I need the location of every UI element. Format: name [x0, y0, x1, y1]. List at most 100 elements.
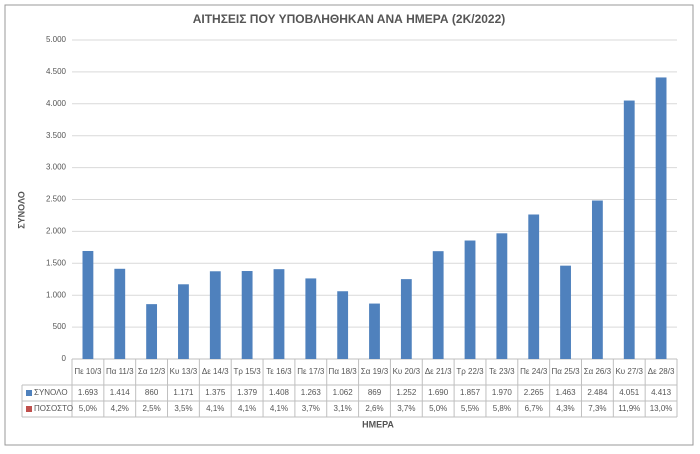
- bar: [209, 271, 221, 359]
- x-tick-label-box: Πα 11/3: [105, 367, 134, 376]
- legend-swatch: [26, 390, 32, 396]
- x-tick-label: Δε 14/3: [201, 367, 229, 376]
- bar: [369, 303, 380, 359]
- table-cell: 1.408: [269, 388, 290, 397]
- x-tick-label: Πα 11/3: [105, 367, 134, 376]
- x-tick-label-box: Τε 16/3: [266, 367, 292, 376]
- table-cell: 4,1%: [238, 404, 256, 413]
- table-cell: 1.375: [205, 388, 226, 397]
- table-cell: 1.690: [428, 388, 449, 397]
- table-cell: 5,8%: [493, 404, 511, 413]
- x-tick-label: Τε 16/3: [266, 367, 292, 376]
- bar: [432, 251, 444, 359]
- bar: [273, 269, 285, 359]
- bar: [464, 240, 476, 359]
- table-cell: 11,9%: [618, 404, 640, 413]
- x-tick-label-box: Σα 26/3: [583, 367, 612, 376]
- y-tick-label: 3.500: [46, 131, 67, 140]
- x-tick-label: Δε 28/3: [647, 367, 675, 376]
- x-tick-label-box: Δε 14/3: [201, 367, 229, 376]
- y-tick-label: 1.000: [46, 290, 67, 299]
- table-cell: 5,0%: [79, 404, 97, 413]
- legend-swatch: [26, 406, 32, 412]
- table-cell: 2.484: [587, 388, 608, 397]
- x-tick-label: Σα 12/3: [137, 367, 166, 376]
- bar: [623, 100, 635, 359]
- x-tick-label: Κυ 20/3: [392, 367, 421, 376]
- table-cell: 4,3%: [556, 404, 574, 413]
- bar: [337, 291, 349, 359]
- bar: [146, 304, 158, 359]
- legend-label: ΠΟΣΟΣΤΟ: [34, 404, 73, 413]
- x-tick-label: Κυ 13/3: [169, 367, 198, 376]
- x-tick-label: Πα 18/3: [328, 367, 357, 376]
- table-cell: 1.252: [396, 388, 417, 397]
- table-cell: 2,6%: [365, 404, 383, 413]
- bar: [114, 268, 126, 359]
- x-tick-label: Πε 24/3: [520, 367, 548, 376]
- table-cell: 5,5%: [461, 404, 479, 413]
- x-tick-label: Τρ 15/3: [233, 367, 261, 376]
- y-tick-label: 4.500: [46, 67, 67, 76]
- x-tick-label-box: Πε 10/3: [74, 367, 102, 376]
- x-tick-label: Πα 25/3: [551, 367, 580, 376]
- x-tick-label: Σα 26/3: [583, 367, 612, 376]
- bar: [496, 233, 508, 359]
- x-tick-label-box: Κυ 13/3: [169, 367, 198, 376]
- table-cell: 869: [368, 388, 382, 397]
- y-tick-label: 2.500: [46, 195, 67, 204]
- x-tick-label: Πε 10/3: [74, 367, 102, 376]
- x-tick-label-box: Σα 19/3: [360, 367, 389, 376]
- table-cell: 3,7%: [397, 404, 415, 413]
- table-cell: 1.463: [556, 388, 577, 397]
- x-tick-label: Δε 21/3: [424, 367, 452, 376]
- bar: [560, 265, 571, 359]
- x-tick-label-box: Δε 28/3: [647, 367, 675, 376]
- x-tick-label-box: Τε 23/3: [489, 367, 514, 376]
- x-tick-label: Πε 17/3: [297, 367, 325, 376]
- table-cell: 3,1%: [334, 404, 352, 413]
- bar: [82, 250, 94, 359]
- chart-title: ΑΙΤΗΣΕΙΣ ΠΟΥ ΥΠΟΒΛΗΘΗΚΑΝ ΑΝΑ ΗΜΕΡΑ (2Κ/2…: [193, 12, 506, 26]
- bar: [305, 278, 317, 359]
- table-cell: 6,7%: [525, 404, 543, 413]
- x-tick-label-box: Πα 18/3: [328, 367, 357, 376]
- bar: [241, 271, 253, 359]
- table-cell: 3,7%: [302, 404, 320, 413]
- x-tick-label-box: Κυ 20/3: [392, 367, 421, 376]
- table-cell: 1.379: [237, 388, 258, 397]
- table-cell: 860: [145, 388, 159, 397]
- table-cell: 4,2%: [111, 404, 129, 413]
- x-tick-label-box: Δε 21/3: [424, 367, 452, 376]
- table-cell: 5,0%: [429, 404, 447, 413]
- x-tick-label-box: Σα 12/3: [137, 367, 166, 376]
- y-tick-label: 1.500: [46, 258, 67, 267]
- y-tick-label: 0: [62, 354, 67, 363]
- table-cell: 1.857: [460, 388, 481, 397]
- x-tick-label-box: Τρ 15/3: [233, 367, 261, 376]
- table-cell: 1.263: [301, 388, 322, 397]
- table-cell: 3,5%: [174, 404, 192, 413]
- y-tick-label: 5.000: [46, 35, 67, 44]
- x-tick-label: Τρ 22/3: [456, 367, 484, 376]
- table-cell: 4.413: [651, 388, 672, 397]
- table-cell: 1.970: [492, 388, 513, 397]
- x-tick-label-box: Πε 24/3: [520, 367, 548, 376]
- x-tick-label-box: Κυ 27/3: [615, 367, 643, 376]
- table-cell: 4,1%: [206, 404, 224, 413]
- x-tick-label: Κυ 27/3: [615, 367, 643, 376]
- y-tick-label: 2.000: [46, 227, 67, 236]
- bar: [528, 214, 540, 359]
- table-cell: 2,5%: [142, 404, 160, 413]
- x-tick-label: Σα 19/3: [360, 367, 389, 376]
- legend-label: ΣΥΝΟΛΟ: [34, 388, 68, 397]
- y-tick-label: 4.000: [46, 99, 67, 108]
- y-axis-label: ΣΥΝΟΛΟ: [16, 191, 26, 228]
- table-cell: 1.171: [173, 388, 194, 397]
- table-cell: 1.693: [78, 388, 99, 397]
- table-cell: 1.414: [110, 388, 131, 397]
- bar: [178, 284, 189, 359]
- bar: [655, 77, 667, 360]
- y-tick-label: 3.000: [46, 163, 67, 172]
